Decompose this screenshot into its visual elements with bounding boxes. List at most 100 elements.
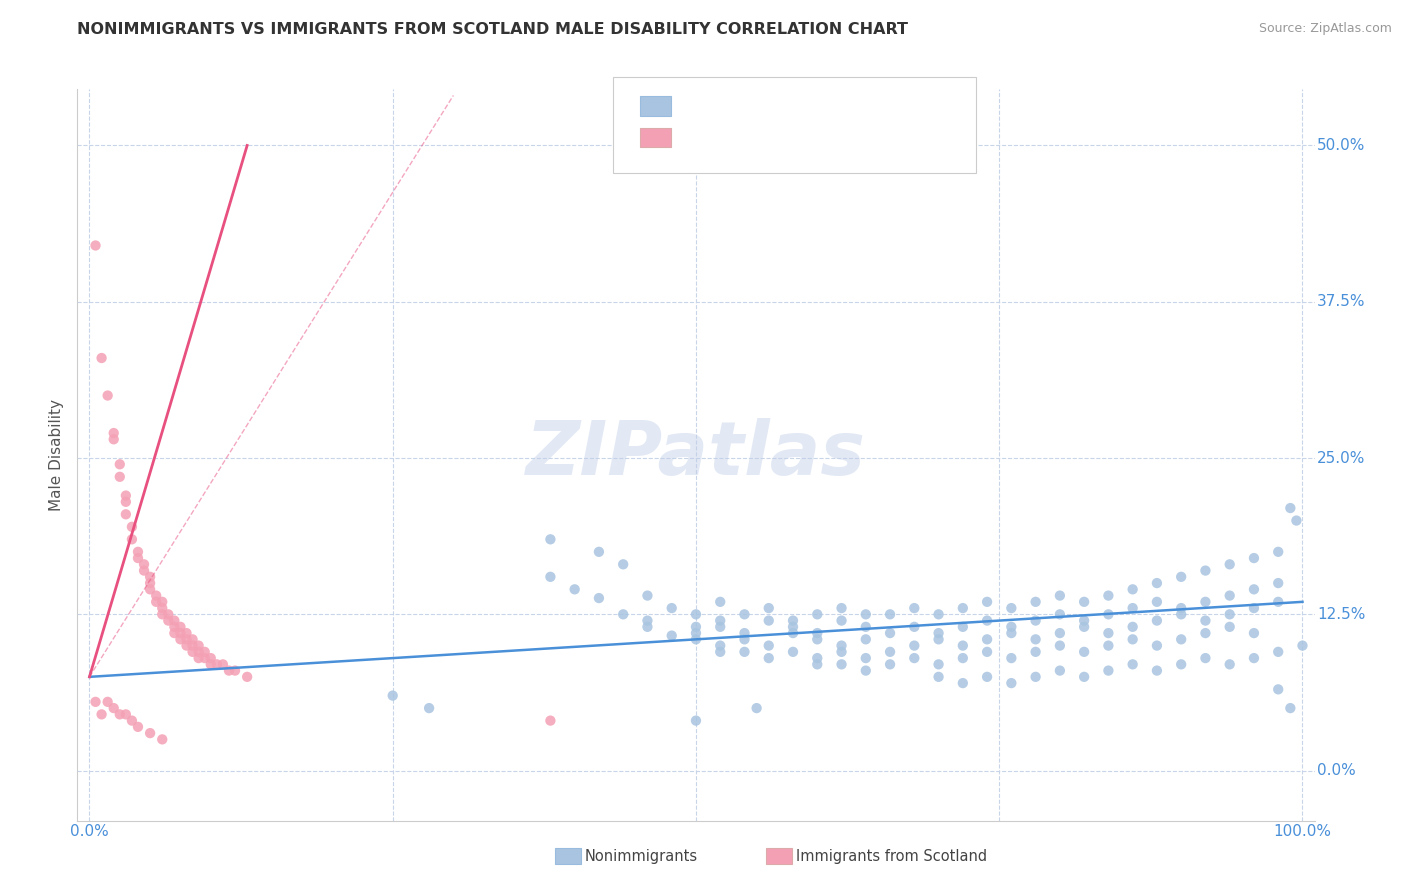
Point (103, 432, 125, 446)
Point (903, 651, 925, 665)
Point (612, 607, 634, 622)
Point (115, 707, 138, 722)
Point (734, 607, 756, 622)
Point (418, 701, 440, 715)
Point (84, 695, 107, 709)
Point (145, 595, 167, 609)
Text: 37.5%: 37.5% (1317, 294, 1365, 310)
Text: 100.0%: 100.0% (1274, 824, 1331, 839)
Point (734, 632, 756, 647)
Point (121, 533, 143, 547)
Point (1073, 614, 1095, 628)
Point (1279, 701, 1302, 715)
Point (1243, 551, 1265, 566)
Point (1170, 657, 1192, 672)
Point (831, 601, 853, 615)
Point (1097, 639, 1119, 653)
Point (1097, 589, 1119, 603)
Point (903, 601, 925, 615)
Point (1267, 682, 1289, 697)
Text: 0.0%: 0.0% (70, 824, 108, 839)
Point (855, 664, 877, 678)
Point (806, 632, 828, 647)
Point (218, 664, 240, 678)
Point (169, 620, 191, 634)
Point (661, 601, 683, 615)
Point (194, 645, 217, 659)
Point (1219, 607, 1241, 622)
Point (108, 707, 131, 722)
Point (976, 645, 998, 659)
Point (1025, 632, 1047, 647)
Point (903, 620, 925, 634)
Point (734, 645, 756, 659)
Point (181, 632, 204, 647)
Point (1194, 626, 1216, 640)
Point (1146, 639, 1168, 653)
Point (1146, 614, 1168, 628)
Point (90, 351, 112, 365)
Text: 25.0%: 25.0% (1317, 450, 1365, 466)
Point (1049, 664, 1071, 678)
Point (636, 620, 658, 634)
Point (145, 589, 167, 603)
Point (879, 657, 901, 672)
Point (685, 714, 707, 728)
Point (1243, 626, 1265, 640)
Point (1049, 626, 1071, 640)
Point (661, 629, 683, 643)
Point (90, 707, 112, 722)
Point (1170, 570, 1192, 584)
Point (1146, 595, 1168, 609)
Point (1243, 651, 1265, 665)
Point (150, 607, 173, 622)
Text: Source: ZipAtlas.com: Source: ZipAtlas.com (1258, 22, 1392, 36)
Point (903, 639, 925, 653)
Point (952, 601, 974, 615)
Point (1243, 601, 1265, 615)
Text: NONIMMIGRANTS VS IMMIGRANTS FROM SCOTLAND MALE DISABILITY CORRELATION CHART: NONIMMIGRANTS VS IMMIGRANTS FROM SCOTLAN… (77, 22, 908, 37)
Point (1073, 645, 1095, 659)
Point (187, 645, 209, 659)
Point (1025, 645, 1047, 659)
Point (132, 564, 155, 578)
Point (187, 639, 209, 653)
Point (1122, 657, 1144, 672)
Point (1267, 545, 1289, 559)
Point (127, 720, 149, 734)
Point (855, 620, 877, 634)
Point (1025, 614, 1047, 628)
Point (1049, 639, 1071, 653)
Point (212, 657, 235, 672)
Point (1097, 607, 1119, 622)
Point (1279, 501, 1302, 516)
Point (205, 657, 228, 672)
Point (194, 651, 217, 665)
Point (758, 651, 780, 665)
Point (928, 632, 950, 647)
Point (115, 495, 138, 509)
Point (806, 607, 828, 622)
Point (1000, 651, 1022, 665)
Point (685, 626, 707, 640)
Point (150, 601, 173, 615)
Point (879, 645, 901, 659)
Point (200, 651, 222, 665)
Point (139, 570, 162, 584)
Point (108, 470, 131, 484)
Point (636, 614, 658, 628)
Point (952, 639, 974, 653)
Point (758, 639, 780, 653)
Point (1267, 595, 1289, 609)
Point (163, 620, 186, 634)
Point (1170, 607, 1192, 622)
Point (163, 626, 186, 640)
Point (588, 591, 610, 605)
Point (831, 639, 853, 653)
Point (139, 726, 162, 740)
Y-axis label: Male Disability: Male Disability (49, 399, 65, 511)
Point (1219, 620, 1241, 634)
Point (879, 626, 901, 640)
Point (1219, 558, 1241, 572)
Point (1194, 564, 1216, 578)
